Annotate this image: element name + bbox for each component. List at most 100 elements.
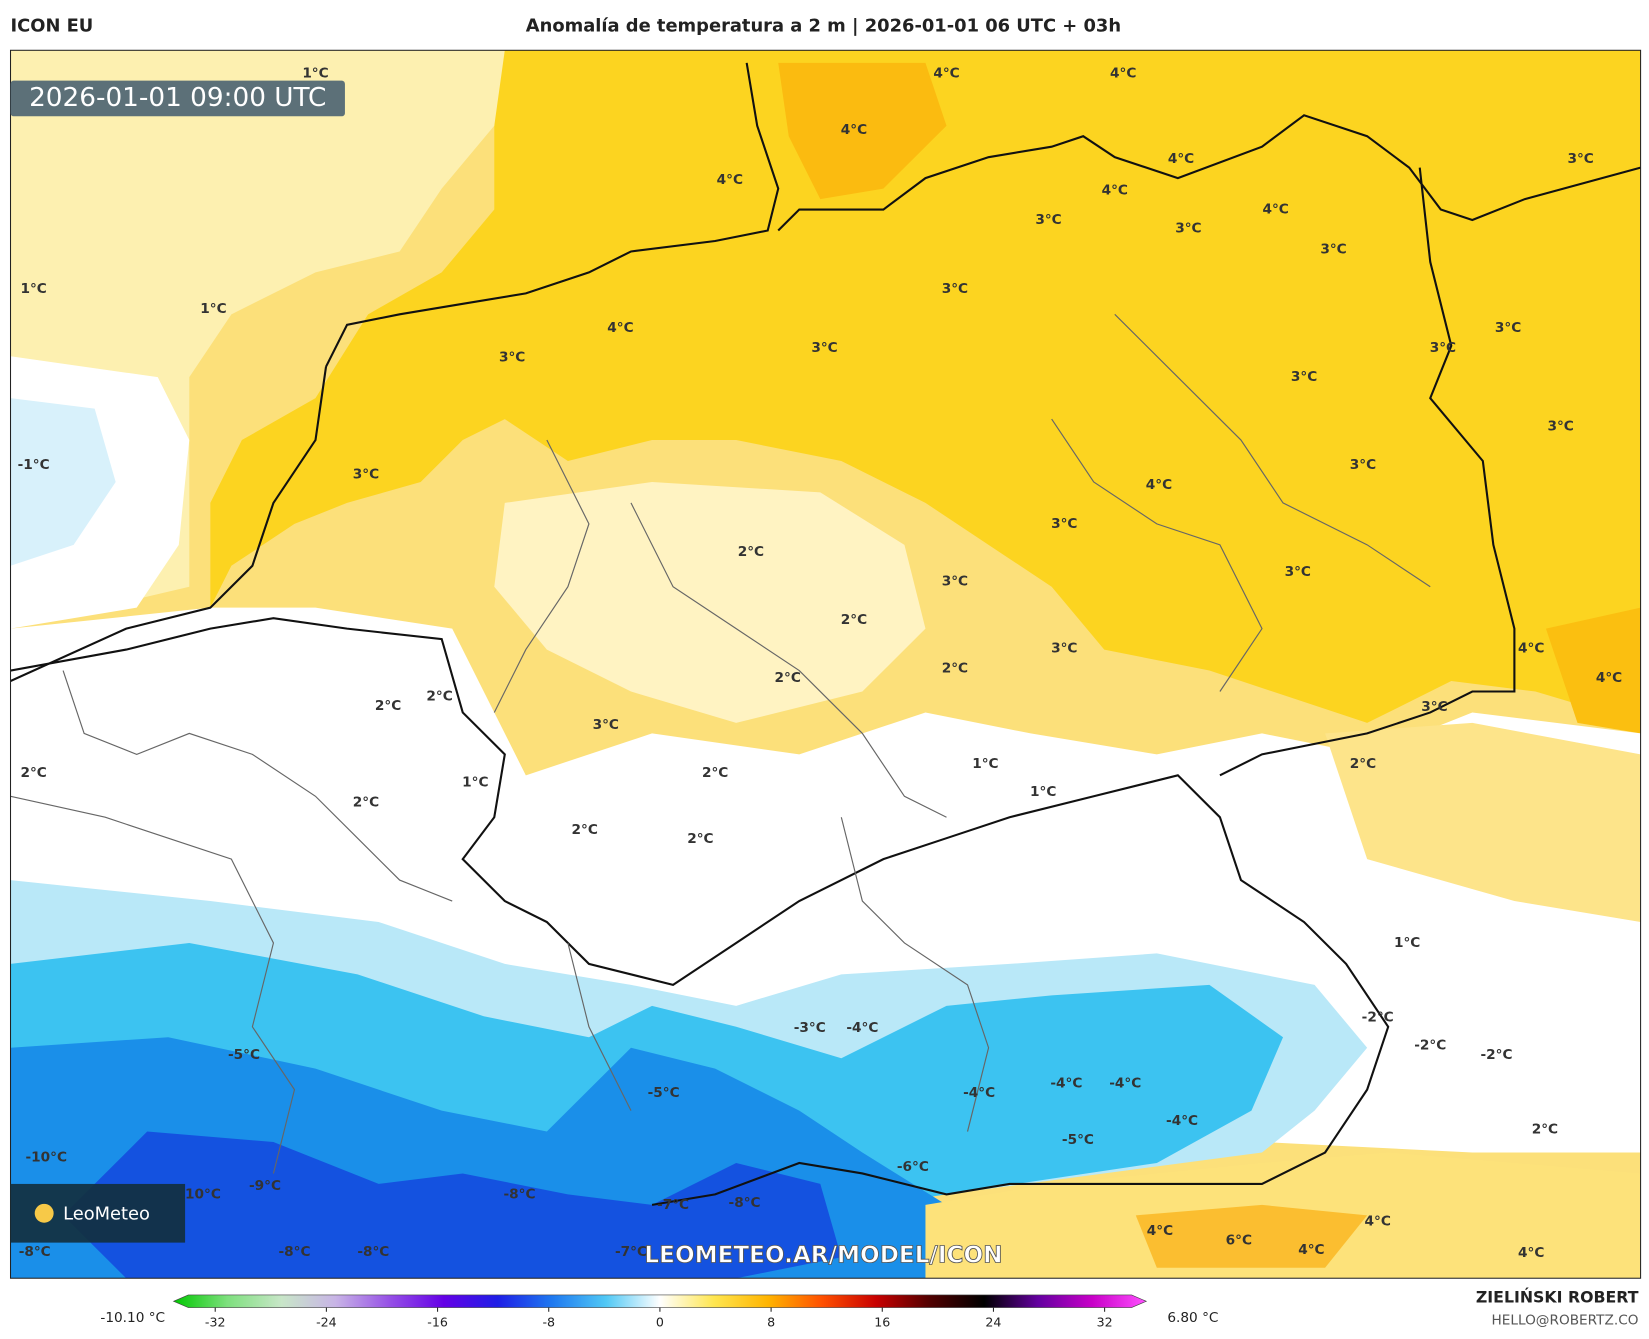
contour-label: 2°C — [375, 698, 401, 714]
contour-label: -5°C — [228, 1047, 260, 1063]
contour-label: -4°C — [963, 1085, 995, 1101]
border — [10, 167, 1516, 1206]
contour-label: -9°C — [249, 1178, 281, 1194]
contour-label: -2°C — [1414, 1038, 1446, 1054]
contour-label: 3°C — [1285, 564, 1311, 580]
contour-label: 4°C — [1102, 183, 1128, 199]
contour-label: -4°C — [1166, 1113, 1198, 1129]
contour-label: -8°C — [729, 1195, 761, 1211]
contour-label: -5°C — [648, 1085, 680, 1101]
map-title: Anomalía de temperatura a 2 m | 2026-01-… — [526, 15, 1121, 36]
contour-label: -1°C — [18, 457, 50, 473]
contour-label: 2°C — [20, 765, 46, 781]
contour-label: 2°C — [702, 765, 728, 781]
contour-label: 2°C — [841, 612, 867, 628]
watermark: LEOMETEO.AR/MODEL/ICON — [644, 1243, 1002, 1269]
contour-label: 1°C — [1394, 935, 1420, 951]
contour-label: 3°C — [353, 467, 379, 483]
contour-label: -8°C — [357, 1244, 389, 1260]
contour-label: 3°C — [1547, 418, 1573, 434]
contour-label: 3°C — [1175, 220, 1201, 236]
contour-label: 2°C — [775, 670, 801, 686]
contour-label: 4°C — [841, 122, 867, 138]
contour-label: 4°C — [1262, 202, 1288, 218]
contour-label: 6°C — [1226, 1233, 1252, 1249]
colorbar-tick-label: 32 — [1097, 1314, 1113, 1329]
contour-label: -4°C — [1109, 1075, 1141, 1091]
contour-label: 3°C — [1320, 241, 1346, 257]
contour-label: 1°C — [462, 775, 488, 791]
contour-label: 1°C — [20, 281, 46, 297]
contour-label: 4°C — [1298, 1242, 1324, 1258]
colorbar-tick-label: -24 — [316, 1314, 337, 1329]
contour-label: -5°C — [1062, 1132, 1094, 1148]
contour-label: 2°C — [572, 822, 598, 838]
colorbar-tick-label: 0 — [656, 1314, 664, 1329]
model-name: ICON EU — [11, 15, 94, 36]
contour-label: 4°C — [1110, 65, 1136, 81]
contour-label: -2°C — [1481, 1047, 1513, 1063]
contour-label: 4°C — [1596, 670, 1622, 686]
contour-label: 4°C — [933, 65, 959, 81]
author-email: HELLO@ROBERTZ.CO — [1491, 1312, 1638, 1328]
contour-label: 1°C — [302, 65, 328, 81]
warm-core — [778, 62, 947, 200]
mild-zone — [1325, 722, 1641, 923]
contour-label: 1°C — [972, 756, 998, 772]
contour-label: 3°C — [1495, 320, 1521, 336]
contour-label: 2°C — [1350, 756, 1376, 772]
contour-label: 2°C — [426, 689, 452, 705]
contour-label: 2°C — [738, 544, 764, 560]
colorbar-max: 6.80 °C — [1167, 1310, 1218, 1326]
author-name: ZIELIŃSKI ROBERT — [1476, 1287, 1639, 1306]
colorbar-tick-label: 24 — [985, 1314, 1001, 1329]
contour-label: -8°C — [278, 1244, 310, 1260]
contour-label: 3°C — [942, 574, 968, 590]
contour-label: 10°C — [185, 1186, 221, 1202]
contour-label: 4°C — [1518, 1245, 1544, 1261]
contour-label: 2°C — [353, 795, 379, 811]
cool-patch — [10, 398, 116, 566]
colorbar-tick-label: 16 — [874, 1314, 890, 1329]
contour-label: -2°C — [1362, 1009, 1394, 1025]
contour-label: 4°C — [1518, 641, 1544, 657]
contour-label: 1°C — [1030, 784, 1056, 800]
region-border — [10, 313, 1431, 1174]
contour-label: 3°C — [942, 281, 968, 297]
contour-label: 3°C — [1567, 151, 1593, 167]
cold-core — [63, 1131, 842, 1279]
colorbar: -32 -24 -16 -8 0 8 16 24 32 — [172, 1294, 1148, 1329]
timestamp: 2026-01-01 09:00 UTC — [29, 83, 326, 113]
colorbar-tick-label: 8 — [767, 1314, 775, 1329]
colorbar-tick-label: -32 — [205, 1314, 226, 1329]
contour-label: 4°C — [1168, 151, 1194, 167]
contour-label: -8°C — [504, 1186, 536, 1202]
contour-label: 4°C — [717, 172, 743, 188]
contour-labels: 1°C 4°C 4°C 4°C 4°C 4°C 3°C 4°C 3°C 4°C 3°C 3°C 1°C 1… — [18, 65, 1623, 1261]
contour-label: 2°C — [687, 831, 713, 847]
contour-label: -6°C — [897, 1159, 929, 1175]
contour-label: 4°C — [607, 320, 633, 336]
colorbar-bar — [172, 1294, 1148, 1308]
contour-label: -4°C — [846, 1020, 878, 1036]
colorbar-tick-label: -16 — [427, 1314, 448, 1329]
map-frame — [9, 49, 1642, 1279]
contour-label: 2°C — [1532, 1121, 1558, 1137]
warm-core — [1545, 607, 1641, 734]
contour-label: -7°C — [657, 1197, 689, 1213]
logo: LeoMeteo — [63, 1204, 150, 1225]
contour-label: 3°C — [1421, 699, 1447, 715]
contour-label: 1°C — [200, 301, 226, 317]
contour-label: -8°C — [19, 1244, 51, 1260]
colorbar-min: -10.10 °C — [100, 1310, 165, 1326]
contour-label: -4°C — [1050, 1075, 1082, 1091]
warm-zone — [210, 50, 1641, 723]
contour-label: 3°C — [1035, 212, 1061, 228]
contour-label: 3°C — [1430, 340, 1456, 356]
contour-label: -3°C — [794, 1020, 826, 1036]
map — [10, 50, 1641, 1279]
contour-label: 3°C — [1350, 457, 1376, 473]
contour-label: 4°C — [1147, 1223, 1173, 1239]
